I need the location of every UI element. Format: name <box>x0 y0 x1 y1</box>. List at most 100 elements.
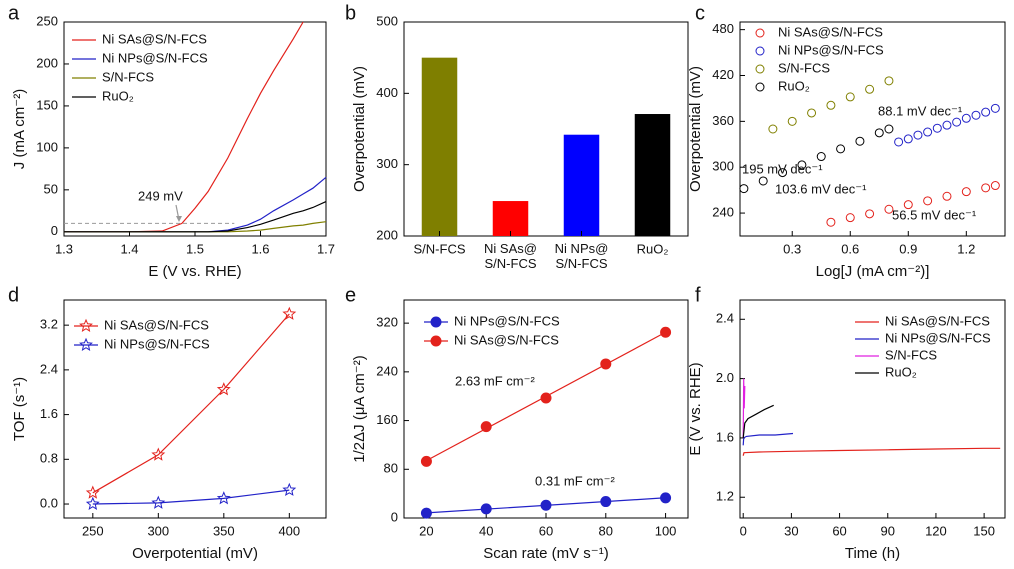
y-tick-label: 240 <box>376 363 398 378</box>
data-point <box>85 496 100 510</box>
series-line <box>64 221 327 233</box>
plot-frame <box>403 21 689 237</box>
data-point <box>971 110 981 120</box>
legend-label: Ni NPs@S/N-FCS <box>885 330 991 345</box>
annotation: 195 mV dec⁻¹ <box>742 161 823 176</box>
y-tick-label: 300 <box>376 156 398 171</box>
y-tick-label: 2.4 <box>716 311 734 326</box>
data-point <box>739 184 749 194</box>
y-tick-label: 100 <box>36 139 58 154</box>
data-point <box>540 392 552 404</box>
y-tick-label: 80 <box>384 461 398 476</box>
bar <box>492 201 529 236</box>
series-line <box>92 489 290 505</box>
y-tick-label: 150 <box>36 97 58 112</box>
annotation: 88.1 mV dec⁻¹ <box>878 103 963 118</box>
y-tick-label: 480 <box>712 21 734 36</box>
bar <box>634 114 671 236</box>
data-point <box>216 491 231 505</box>
y-tick-label: 0.0 <box>40 495 58 510</box>
legend-marker <box>755 64 765 74</box>
y-tick-label: 160 <box>376 412 398 427</box>
data-point <box>865 84 875 94</box>
data-point <box>913 130 923 140</box>
annotation: 103.6 mV dec⁻¹ <box>775 181 867 196</box>
x-tick-label: 1.6 <box>251 241 269 256</box>
data-point <box>600 496 612 508</box>
x-tick-label: 400 <box>278 523 300 538</box>
data-point <box>85 485 100 499</box>
y-tick-label: 300 <box>712 159 734 174</box>
y-tick-label: 50 <box>44 181 58 196</box>
x-tick-label: 1.4 <box>120 241 138 256</box>
series-line <box>742 404 774 438</box>
legend-marker <box>430 316 442 328</box>
legend-marker <box>755 82 765 92</box>
series-line <box>742 432 794 446</box>
data-point <box>942 191 952 201</box>
y-tick-label: 2.4 <box>40 361 58 376</box>
data-point <box>797 160 807 170</box>
x-tick-label: Ni SAs@ S/N-FCS <box>484 241 537 271</box>
data-point <box>420 455 432 467</box>
legend-label: Ni SAs@S/N-FCS <box>778 24 883 39</box>
data-point <box>855 136 865 146</box>
data-point <box>990 181 1000 191</box>
data-point <box>952 117 962 127</box>
x-axis-title: Overpotential (mV) <box>132 545 258 562</box>
legend-label: RuO₂ <box>778 78 810 93</box>
series-line <box>64 201 327 233</box>
data-point <box>865 209 875 219</box>
y-axis-title: E (V vs. RHE) <box>687 362 704 455</box>
data-point <box>923 127 933 137</box>
data-point <box>894 137 904 147</box>
x-axis-title: Time (h) <box>845 545 900 562</box>
y-tick-label: 2.0 <box>716 370 734 385</box>
y-tick-label: 420 <box>712 67 734 82</box>
legend-marker <box>755 28 765 38</box>
data-point <box>826 100 836 110</box>
x-tick-label: 100 <box>655 523 677 538</box>
data-point <box>845 92 855 102</box>
x-tick-label: 250 <box>82 523 104 538</box>
x-tick-label: 0.9 <box>899 241 917 256</box>
data-point <box>845 213 855 223</box>
data-point <box>942 120 952 130</box>
x-tick-label: 30 <box>784 523 798 538</box>
y-tick-label: 1.6 <box>40 406 58 421</box>
data-point <box>660 326 672 338</box>
plot-frame <box>739 299 1006 519</box>
x-tick-label: 350 <box>213 523 235 538</box>
data-point <box>990 103 1000 113</box>
y-tick-label: 200 <box>36 55 58 70</box>
y-axis-title: Overpotential (mV) <box>687 66 704 192</box>
legend-label: Ni NPs@S/N-FCS <box>104 336 210 351</box>
annotation: 56.5 mV dec⁻¹ <box>892 207 977 222</box>
data-point <box>151 495 166 509</box>
data-point <box>961 187 971 197</box>
y-axis-title: TOF (s⁻¹) <box>11 377 28 441</box>
legend-marker <box>79 337 93 351</box>
arrow-head <box>176 216 182 222</box>
legend-label: Ni SAs@S/N-FCS <box>104 317 209 332</box>
series-line <box>92 313 290 494</box>
legend-label: Ni SAs@S/N-FCS <box>885 313 990 328</box>
x-tick-label: S/N-FCS <box>414 241 466 256</box>
legend-label: Ni SAs@S/N-FCS <box>454 332 559 347</box>
x-tick-label: 60 <box>832 523 846 538</box>
data-point <box>874 128 884 138</box>
y-tick-label: 250 <box>36 13 58 28</box>
panel-letter: a <box>8 2 20 24</box>
data-point <box>932 123 942 133</box>
plot-frame <box>63 299 327 519</box>
data-point <box>600 358 612 370</box>
panel-letter: e <box>345 284 356 306</box>
x-tick-label: Ni NPs@ S/N-FCS <box>555 241 609 271</box>
annotation: 0.31 mF cm⁻² <box>535 473 615 488</box>
x-axis-title: E (V vs. RHE) <box>148 263 241 280</box>
panel-letter: d <box>8 284 19 306</box>
data-point <box>420 507 432 519</box>
series-line <box>64 176 327 233</box>
x-tick-label: 40 <box>479 523 493 538</box>
